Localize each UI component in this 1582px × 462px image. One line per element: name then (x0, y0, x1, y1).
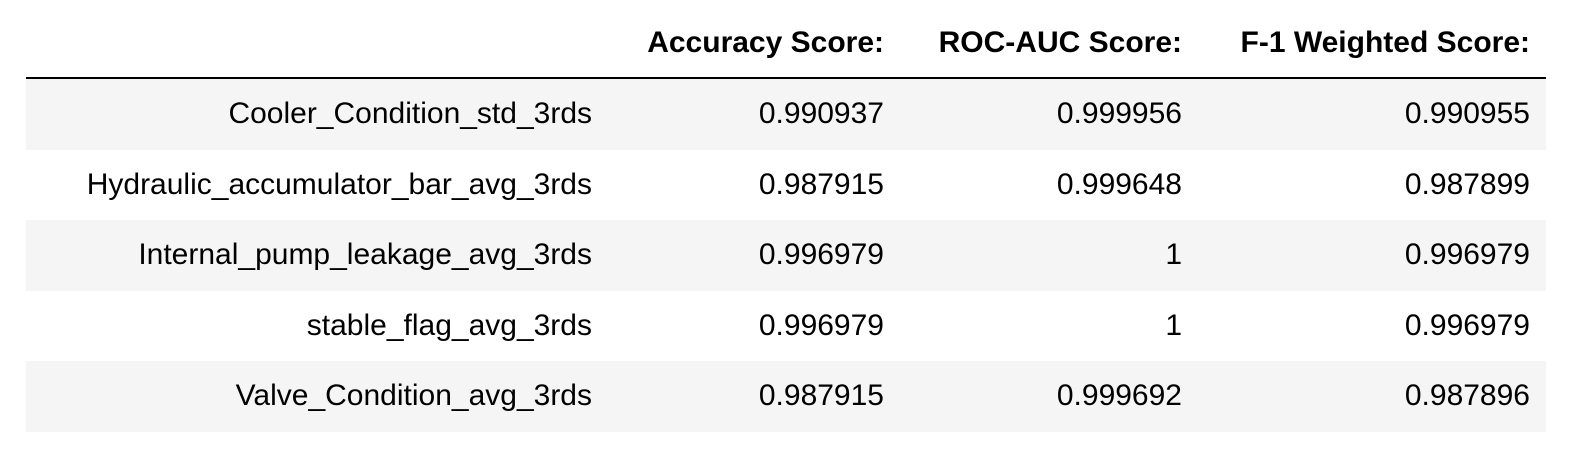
row-label: Hydraulic_accumulator_bar_avg_3rds (26, 149, 608, 220)
row-label: Valve_Condition_avg_3rds (26, 361, 608, 432)
accuracy-cell: 0.996979 (608, 220, 900, 291)
table-row: Valve_Condition_avg_3rds 0.987915 0.9996… (26, 361, 1546, 432)
header-index-cell (26, 8, 608, 79)
f1-weighted-cell: 0.990955 (1198, 78, 1546, 150)
scores-table: Accuracy Score: ROC-AUC Score: F-1 Weigh… (26, 8, 1546, 432)
accuracy-cell: 0.987915 (608, 361, 900, 432)
f1-weighted-cell: 0.996979 (1198, 220, 1546, 291)
table-row: stable_flag_avg_3rds 0.996979 1 0.996979 (26, 290, 1546, 361)
header-accuracy-score: Accuracy Score: (608, 8, 900, 79)
f1-weighted-cell: 0.987896 (1198, 361, 1546, 432)
roc-auc-cell: 0.999648 (900, 149, 1198, 220)
header-f1-weighted-score: F-1 Weighted Score: (1198, 8, 1546, 79)
results-table-container: Accuracy Score: ROC-AUC Score: F-1 Weigh… (26, 8, 1546, 432)
row-label: Cooler_Condition_std_3rds (26, 78, 608, 150)
table-header: Accuracy Score: ROC-AUC Score: F-1 Weigh… (26, 8, 1546, 79)
roc-auc-cell: 0.999956 (900, 78, 1198, 150)
f1-weighted-cell: 0.987899 (1198, 149, 1546, 220)
roc-auc-cell: 0.999692 (900, 361, 1198, 432)
roc-auc-cell: 1 (900, 220, 1198, 291)
row-label: Internal_pump_leakage_avg_3rds (26, 220, 608, 291)
table-row: Hydraulic_accumulator_bar_avg_3rds 0.987… (26, 149, 1546, 220)
table-row: Internal_pump_leakage_avg_3rds 0.996979 … (26, 220, 1546, 291)
accuracy-cell: 0.987915 (608, 149, 900, 220)
header-row: Accuracy Score: ROC-AUC Score: F-1 Weigh… (26, 8, 1546, 79)
f1-weighted-cell: 0.996979 (1198, 290, 1546, 361)
roc-auc-cell: 1 (900, 290, 1198, 361)
accuracy-cell: 0.996979 (608, 290, 900, 361)
row-label: stable_flag_avg_3rds (26, 290, 608, 361)
header-roc-auc-score: ROC-AUC Score: (900, 8, 1198, 79)
accuracy-cell: 0.990937 (608, 78, 900, 150)
table-body: Cooler_Condition_std_3rds 0.990937 0.999… (26, 78, 1546, 432)
table-row: Cooler_Condition_std_3rds 0.990937 0.999… (26, 78, 1546, 150)
